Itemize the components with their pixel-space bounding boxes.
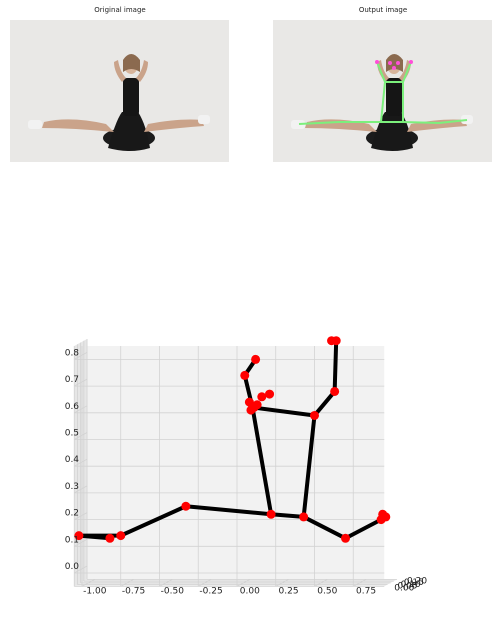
bone-left_hip-left_knee [183,504,274,517]
output-photo [273,20,492,162]
bone-right_shoulder-right_elbow [312,389,337,418]
grid-lines [73,339,398,587]
bone-left_heel-left_foot [76,533,112,541]
z-tick-label: 0.6 [65,402,80,412]
joint-right-elbow [330,386,340,396]
joint-right-eye [257,392,267,402]
skeleton-joints [74,336,391,543]
pose-3d-plot: -1.00 -0.75 -0.50 -0.25 0.00 0.25 0.50 0.75 0.0… [0,300,499,639]
y-tick-label: 0.15 [404,578,424,588]
z-tick-label: 0.7 [65,375,79,385]
skeleton-overlay [298,61,468,125]
joint-left-heel [105,533,115,543]
z-tick-label: 0.1 [65,535,79,545]
z-axis-ticks: 0.0 0.1 0.2 0.3 0.4 0.5 0.6 0.7 0.8 [65,348,80,572]
joint-left-knee [181,501,191,511]
bone-right_elbow-right_wrist [332,338,339,394]
joint-left-wrist [251,354,261,364]
bone-left_knee-left_ankle [118,504,188,538]
bone-right_hip-right_knee [301,514,348,541]
joint-right-foot [378,509,388,519]
x-tick-label: -1.00 [83,586,107,596]
original-photo [10,20,229,162]
joint-right-hip [299,512,309,522]
x-tick-label: 0.75 [356,586,376,596]
bone-right_shoulder-right_hip [301,413,317,519]
x-tick-label: 0.25 [279,586,299,596]
x-tick-label: -0.50 [161,586,185,596]
z-tick-label: 0.3 [65,482,79,492]
x-tick-label: -0.25 [199,586,222,596]
skeleton-bones [76,338,388,541]
x-axis-ticks: -1.00 -0.75 -0.50 -0.25 0.00 0.25 0.50 0.75 [83,586,376,596]
joint-right-index [327,336,337,346]
x-tick-label: 0.00 [240,586,260,596]
bone-left_shoulder-right_shoulder [250,405,317,418]
output-image-title: Output image [358,6,408,14]
bone-left_shoulder-left_hip [250,405,274,517]
x-tick-label: 0.50 [317,586,337,596]
z-tick-label: 0.5 [65,429,79,439]
landmark-overlay [375,60,413,70]
axis-panes [74,339,398,587]
y-tick-label: 0.20 [407,576,427,586]
joint-left-ankle [116,531,126,541]
z-tick-label: 0.4 [65,455,80,465]
y-tick-label: 0.10 [401,580,421,590]
joint-left-hip [266,509,276,519]
original-image-title: Original image [94,6,146,14]
y-axis-ticks: 0.000.050.100.150.20 [394,576,427,593]
joint-left-foot [74,531,84,541]
z-tick-label: 0.2 [65,509,79,519]
joint-left-elbow [240,370,250,380]
y-tick-label: 0.05 [397,582,417,592]
bone-left_hip-right_hip [269,512,306,519]
joint-right-ear [265,389,275,399]
joint-right-shoulder [310,410,319,420]
x-tick-label: -0.75 [122,586,145,596]
z-tick-label: 0.0 [65,562,80,572]
joint-left-shoulder [248,402,257,412]
z-tick-label: 0.8 [65,348,80,358]
y-tick-label: 0.00 [394,583,414,593]
bone-right_knee-right_ankle [343,517,384,541]
joint-right-knee [341,533,350,543]
